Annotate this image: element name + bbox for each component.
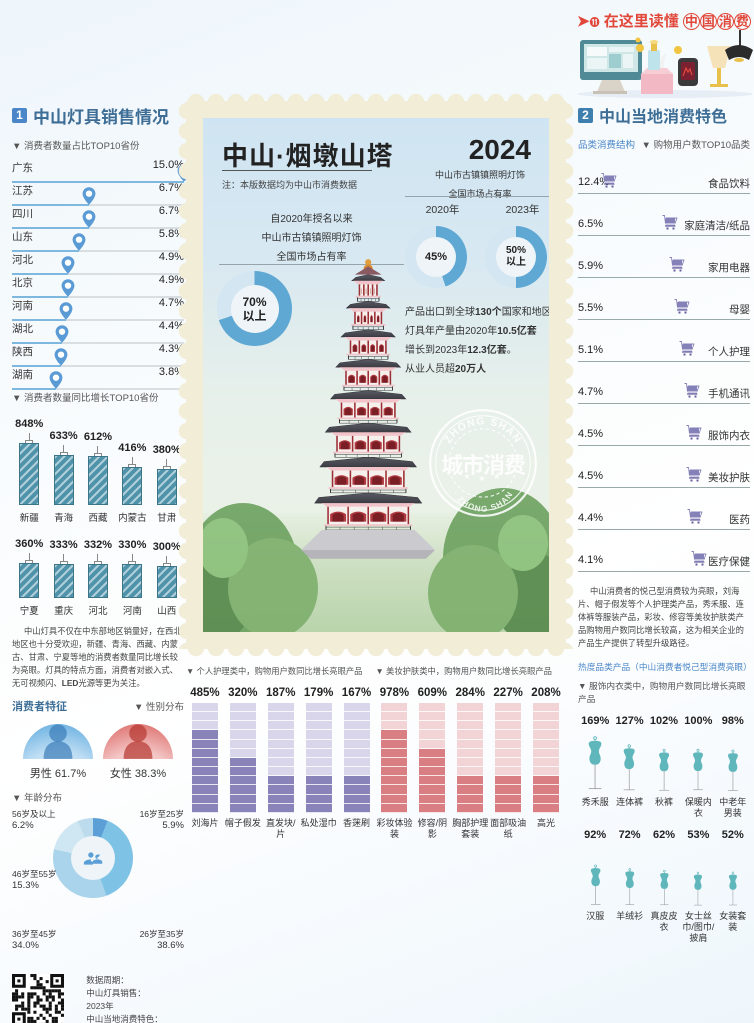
svg-text:★: ★ [493, 473, 500, 480]
svg-text:★: ★ [479, 476, 486, 483]
svg-text:城市消费: 城市消费 [441, 453, 526, 478]
svg-text:ZHONG SHAN: ZHONG SHAN [443, 416, 523, 445]
svg-text:★: ★ [464, 473, 471, 480]
